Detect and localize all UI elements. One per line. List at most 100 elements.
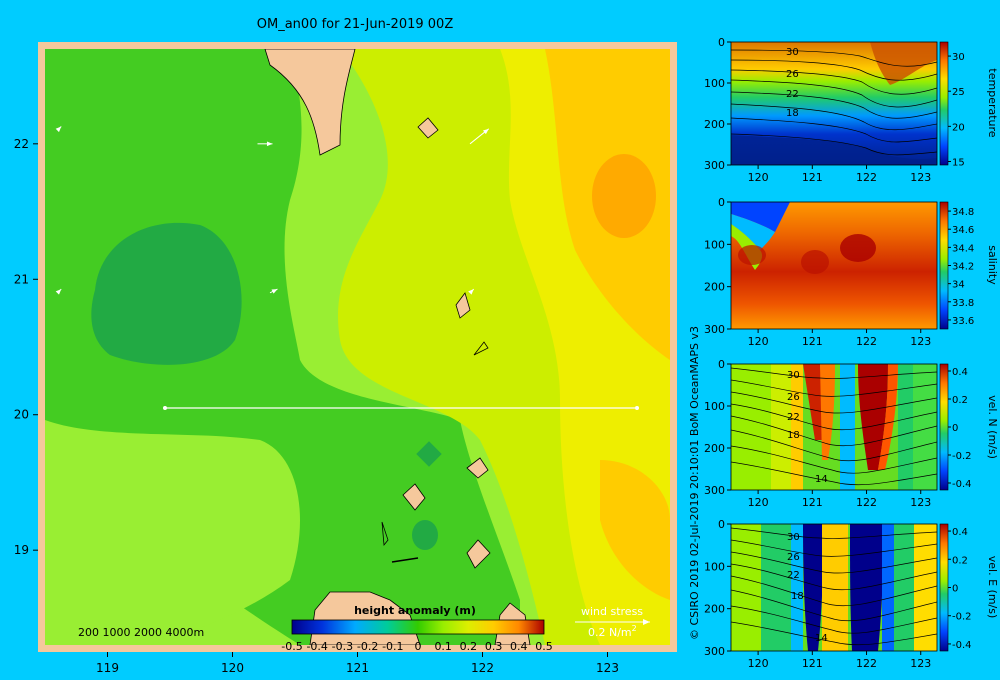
salinity-colorbar	[939, 201, 949, 330]
vel-e-contour-label: 30	[787, 532, 800, 543]
shoal	[412, 520, 438, 550]
wind-vector-head	[266, 141, 273, 147]
section-y-tick-label: 300	[704, 159, 725, 172]
section-x-tick-label: 121	[802, 171, 823, 184]
vel-n-colorbar	[939, 363, 949, 491]
section-x-tick-label: 122	[856, 657, 877, 670]
anomaly-field-green-south	[45, 420, 300, 645]
salinity-transition	[731, 214, 775, 250]
vel-e-frame	[730, 523, 938, 652]
temperature-warm-pool	[870, 42, 937, 85]
section-y-tick-label: 100	[704, 560, 725, 573]
colorbar-tick-label: -0.5	[281, 640, 302, 653]
vel-e-band	[822, 524, 848, 651]
section-colorbar-tick-label: 33.8	[952, 298, 974, 309]
section-colorbar-tick-label: -0.2	[952, 451, 972, 462]
map-y-ticks: 19 20 21 22	[14, 137, 38, 557]
vel-n-colorbar-label: vel. N (m/s)	[986, 395, 999, 459]
section-x-tick-label: 122	[856, 171, 877, 184]
colorbar-tick-label: -0.2	[357, 640, 378, 653]
wind-vector-head	[55, 126, 62, 133]
credit-text: © CSIRO 2019 02-Jul-2019 20:10:01 BoM Oc…	[688, 326, 701, 640]
vel-e-band	[914, 524, 937, 651]
map-x-tick-label: 119	[96, 661, 119, 675]
land-island	[402, 483, 426, 511]
anomaly-field-orange-south	[600, 460, 670, 600]
chart-title: OM_an00 for 21-Jun-2019 00Z	[257, 17, 454, 32]
section-start-marker	[163, 406, 167, 410]
section-colorbar-tick-label: -0.2	[952, 612, 972, 623]
salinity-max-core	[738, 245, 766, 265]
map-panel: 119 120 121 122 123 19 20 21 22 200 1000 2000 4…	[14, 42, 677, 675]
anomaly-field-dark-green	[91, 222, 242, 365]
section-colorbar-tick-label: 34.8	[952, 207, 974, 218]
wind-vector-head	[55, 289, 62, 295]
section-x-tick-label: 121	[802, 335, 823, 348]
section-colorbar-tick-label: 34	[952, 280, 965, 291]
land-island	[466, 539, 491, 569]
land-island	[417, 117, 439, 139]
section-y-tick-label: 100	[704, 400, 725, 413]
section-y-tick-label: 200	[704, 603, 725, 616]
map-y-tick-label: 19	[14, 543, 29, 557]
colorbar-tick-label: 0	[415, 640, 422, 653]
map-x-ticks: 119 120 121 122 123	[96, 652, 619, 675]
section-colorbar-tick-label: 0.4	[952, 527, 968, 538]
anomaly-eddy	[592, 154, 656, 238]
vel-n-band	[791, 364, 803, 490]
wind-vector-head	[468, 289, 474, 295]
vel-n-contour-label: 22	[787, 412, 800, 423]
temperature-contour-label: 26	[786, 69, 799, 80]
section-x-tick-label: 123	[910, 496, 931, 509]
vel-e-panel: 30 26 22 18 14 vel. E (m/s)	[730, 523, 999, 652]
vel-e-contours	[731, 527, 937, 646]
section-x-tick-label: 120	[748, 657, 769, 670]
section-colorbar-tick-label: 0.2	[952, 395, 968, 406]
section-x-tick-label: 123	[910, 171, 931, 184]
section-colorbar-tick-label: 0.4	[952, 367, 968, 378]
land-taiwan	[264, 49, 356, 156]
vel-e-contour-label: 18	[791, 591, 804, 602]
vel-e-contour-label: 14	[815, 633, 828, 644]
vel-n-contour-label: 26	[787, 392, 800, 403]
map-y-tick-label: 22	[14, 137, 29, 151]
land-island	[473, 341, 489, 356]
section-colorbar-tick-label: 33.6	[952, 316, 974, 327]
section-x-tick-label: 120	[748, 171, 769, 184]
section-y-tick-label: 200	[704, 281, 725, 294]
vel-n-jet-halo	[820, 364, 835, 460]
colorbar-tick-label: 0.3	[485, 640, 503, 653]
section-y-tick-label: 300	[704, 323, 725, 336]
vel-n-contour-label: 18	[787, 430, 800, 441]
section-colorbar-tick-label: 0.2	[952, 555, 968, 566]
section-colorbar-tick-label: 30	[952, 52, 965, 63]
salinity-max-core	[840, 234, 876, 262]
colorbar-tick-label: -0.3	[332, 640, 353, 653]
vel-e-colorbar-label: vel. E (m/s)	[986, 556, 999, 619]
land-island	[455, 292, 471, 319]
wind-vector-head	[271, 289, 278, 294]
section-y-tick-label: 0	[718, 196, 725, 209]
temperature-contour-label: 30	[786, 47, 799, 58]
depth-legend: 200 1000 2000 4000m	[78, 626, 204, 639]
vel-n-band	[840, 364, 855, 490]
vel-n-band	[731, 364, 771, 490]
map-x-tick-label: 123	[596, 661, 619, 675]
salinity-max-core	[801, 250, 829, 274]
section-y-tick-label: 100	[704, 238, 725, 251]
section-colorbar-tick-label: 34.4	[952, 243, 974, 254]
vel-n-frame	[730, 363, 938, 491]
section-end-marker	[635, 406, 639, 410]
section-colorbar-tick-label: -0.4	[952, 640, 972, 651]
temperature-frame	[730, 41, 938, 166]
vel-n-contour-label: 14	[815, 474, 828, 485]
section-colorbar-tick-label: 20	[952, 122, 965, 133]
map-y-tick-label: 21	[14, 272, 29, 286]
colorbar-tick-label: 0.2	[460, 640, 478, 653]
section-colorbar-tick-label: -0.4	[952, 479, 972, 490]
wind-legend-label: wind stress	[581, 605, 643, 618]
salinity-colorbar-label: salinity	[986, 245, 999, 285]
section-colorbar-tick-label: 0	[952, 584, 958, 595]
section-colorbar-tick-label: 0	[952, 423, 958, 434]
wind-legend-arrowhead	[643, 619, 650, 625]
